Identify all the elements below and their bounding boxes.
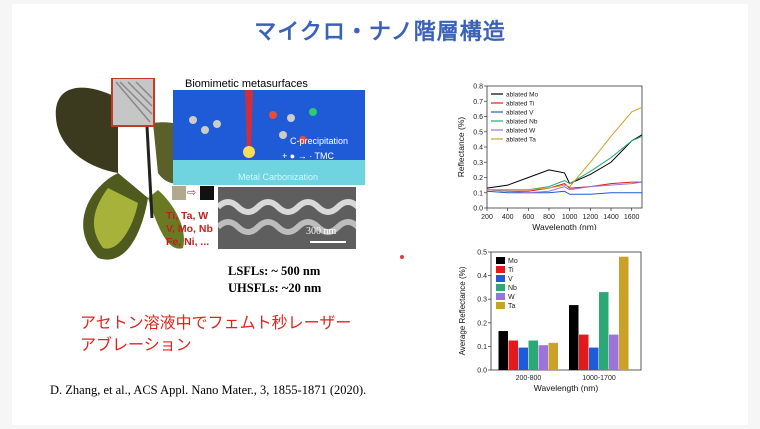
x-axis-label: Wavelength (nm) xyxy=(532,222,597,230)
legend-swatch xyxy=(496,293,505,300)
x-tick-label: 1600 xyxy=(624,214,640,221)
x-tick-label: 1000-1700 xyxy=(582,375,616,382)
legend-label: ablated W xyxy=(506,128,536,135)
y-axis-label: Reflectance (%) xyxy=(456,117,466,178)
uhsfl-line: UHSFLs: ~20 nm xyxy=(228,281,322,295)
metal-line-3: Fe, Ni, ... xyxy=(166,236,210,248)
legend-label: ablated Ti xyxy=(506,101,534,108)
legend-label: ablated Ta xyxy=(506,137,536,144)
scale-bar-label: 300 nm xyxy=(306,226,337,237)
legend-label: ablated Nb xyxy=(506,119,538,126)
bar-mo-0 xyxy=(498,331,508,370)
laser-schematic-graphic xyxy=(173,90,365,185)
tmc-label: + ● → · TMC xyxy=(282,151,335,161)
bar-ta-0 xyxy=(548,342,558,370)
citation: D. Zhang, et al., ACS Appl. Nano Mater.,… xyxy=(50,383,367,397)
bar-w-0 xyxy=(538,345,548,370)
bar-ti-1 xyxy=(579,334,589,370)
sample-after-swatch xyxy=(200,186,214,200)
y-axis-label: Average Reflectance (%) xyxy=(458,266,467,355)
series-line-ablated-mo xyxy=(486,134,643,189)
arrow-icon: ⇨ xyxy=(187,186,197,199)
x-tick-label: 200 xyxy=(481,214,493,221)
y-tick-label: 0.1 xyxy=(477,344,487,351)
y-tick-label: 0.3 xyxy=(473,160,483,167)
x-tick-label: 1000 xyxy=(562,214,578,221)
y-tick-label: 0.4 xyxy=(477,273,487,280)
y-tick-label: 0.5 xyxy=(477,250,487,257)
metal-line-1: Ti, Ta, W xyxy=(166,210,209,222)
average-reflectance-bar-chart: 0.0 0.1 0.2 0.3 0.4 0.5 200-800 1000-1700Wavele… xyxy=(458,250,642,393)
method-line-1: アセトン溶液中でフェムト秒レーザー xyxy=(80,313,352,332)
legend-label: ablated V xyxy=(506,110,534,117)
y-tick-label: 0.0 xyxy=(473,206,483,213)
series-line-ablated-w xyxy=(486,181,643,194)
periodicity-text: LSFLs: ~ 500 nm UHSFLs: ~20 nm xyxy=(228,263,321,297)
bar-v-1 xyxy=(589,347,599,370)
x-axis-label: Wavelength (nm) xyxy=(534,383,599,393)
sem-image xyxy=(218,187,356,249)
metal-carbonization-label: Metal Carbonization xyxy=(238,172,319,182)
legend-swatch xyxy=(496,302,505,309)
legend-label: V xyxy=(508,276,513,283)
bar-mo-1 xyxy=(569,305,579,370)
method-line-2: アブレーション xyxy=(80,335,192,354)
bar-ta-1 xyxy=(619,256,629,370)
reflectance-line-chart: 200 400 600 800 1000 1200 1400 1600 0.0 0.1 0.2 0.3… xyxy=(456,84,643,230)
legend-label: Ti xyxy=(508,267,514,274)
y-tick-label: 0.2 xyxy=(473,175,483,182)
bar-nb-1 xyxy=(599,292,609,370)
bar-nb-0 xyxy=(528,340,538,370)
metal-list: Ti, Ta, W V, Mo, Nb Fe, Ni, ... xyxy=(166,210,213,249)
y-tick-label: 0.7 xyxy=(473,99,483,106)
metasurface-schematic xyxy=(173,90,365,185)
x-tick-label: 1400 xyxy=(603,214,619,221)
y-tick-label: 0.4 xyxy=(473,145,483,152)
sample-before-swatch xyxy=(172,186,186,200)
x-tick-label: 200-800 xyxy=(516,375,542,382)
series-line-ablated-ta xyxy=(487,106,643,191)
y-tick-label: 0.8 xyxy=(473,84,483,91)
series-line-ablated-v xyxy=(486,190,642,195)
x-tick-label: 600 xyxy=(522,214,534,221)
slide-title: マイクロ・ナノ階層構造 xyxy=(254,20,506,45)
y-tick-label: 0.1 xyxy=(473,190,483,197)
y-tick-label: 0.0 xyxy=(477,368,487,375)
x-tick-label: 400 xyxy=(502,214,514,221)
y-tick-label: 0.2 xyxy=(477,320,487,327)
x-tick-label: 800 xyxy=(543,214,555,221)
bar-w-1 xyxy=(609,334,619,370)
bar-ti-0 xyxy=(508,340,518,370)
method-text: アセトン溶液中でフェムト秒レーザー アブレーション xyxy=(80,312,351,356)
pointer-dot xyxy=(400,255,404,259)
legend-swatch xyxy=(496,266,505,273)
metasurface-title: Biomimetic metasurfaces xyxy=(185,78,308,90)
legend-swatch xyxy=(496,275,505,282)
c-precipitation-label: C-precipitation xyxy=(290,136,349,146)
lsfl-line: LSFLs: ~ 500 nm xyxy=(228,264,321,278)
x-tick-label: 1200 xyxy=(583,214,599,221)
legend-label: W xyxy=(508,294,515,301)
metal-line-2: V, Mo, Nb xyxy=(166,223,213,235)
y-tick-label: 0.5 xyxy=(473,129,483,136)
legend-label: Ta xyxy=(508,303,516,310)
bar-v-0 xyxy=(518,347,528,370)
legend-swatch xyxy=(496,284,505,291)
y-tick-label: 0.3 xyxy=(477,297,487,304)
legend-swatch xyxy=(496,257,505,264)
legend-label: Mo xyxy=(508,258,518,265)
legend-label: Nb xyxy=(508,285,517,292)
y-tick-label: 0.6 xyxy=(473,114,483,121)
legend-label: ablated Mo xyxy=(506,92,539,99)
